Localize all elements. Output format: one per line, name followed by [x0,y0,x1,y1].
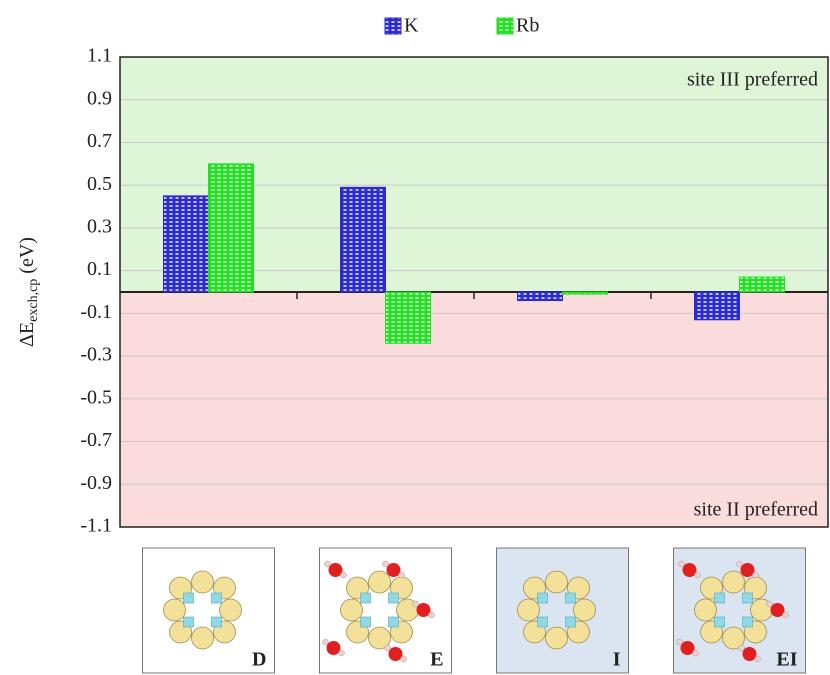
hydrogen [739,645,745,651]
hydrogen [341,572,347,578]
panel-box [497,548,629,673]
hydrogen [401,656,407,662]
bar [563,292,608,294]
hydrogen [753,572,759,578]
ring [389,593,399,603]
ring [389,617,399,627]
hydrogen [323,639,329,645]
cage [546,571,568,593]
y-tick-label: 0.3 [87,216,112,238]
annotation: site II preferred [694,499,818,521]
y-tick-label: -0.3 [80,344,112,366]
y-label-sub: exch,cp [26,279,41,322]
ring [566,593,576,603]
y-label-unit: (eV) [16,237,38,274]
y-tick-label: -1.1 [80,515,112,537]
ring [743,617,753,627]
bar [341,187,386,292]
hydrogen [693,650,699,656]
hydrogen [677,639,683,645]
bar [740,277,785,292]
legend-swatch [497,18,513,34]
cage [546,627,568,649]
y-axis-label: ΔEexch,cp (eV) [16,237,42,347]
ring [184,617,194,627]
chart: ΔEexch,cp (eV) -1.1 -0.9 -0.7 -0.5 -0.3 -0.1 0.… [0,0,830,675]
cage [192,571,214,593]
y-tick-label: -0.9 [80,472,112,494]
ring [184,593,194,603]
ring [566,617,576,627]
ring [743,593,753,603]
hydrogen [385,645,391,651]
hydrogen [755,656,761,662]
ring [538,617,548,627]
structure-panel: D [143,548,275,673]
y-tick-label: -0.1 [80,301,112,323]
ring [212,617,222,627]
bar [518,292,563,301]
x-tick-label: EI [776,649,797,671]
hydrogen [783,612,789,618]
hydrogen [429,612,435,618]
cage [518,599,540,621]
ring [715,593,725,603]
ring [212,593,222,603]
hydrogen [695,572,701,578]
cage [369,571,391,593]
region-lower [120,292,828,527]
cage [723,571,745,593]
cage [192,627,214,649]
cage [220,599,242,621]
x-tick-label: E [430,649,443,671]
structure-panel: E [320,548,452,673]
cage [164,599,186,621]
annotation: site III preferred [687,69,818,91]
cage [695,599,717,621]
y-tick-label: -0.5 [80,386,112,408]
y-tick-label: 1.1 [87,45,112,67]
ring [538,593,548,603]
legend-label: K [404,15,419,37]
structure-panel: I [497,548,629,673]
y-tick-label: 0.1 [87,258,112,280]
hydrogen [325,561,331,567]
hydrogen [339,650,345,656]
x-tick-label: I [613,649,621,671]
cage [574,599,596,621]
structure-panel: EI [674,548,806,673]
hydrogen [767,601,773,607]
bar [209,164,254,292]
legend-swatch [385,18,401,34]
ring [361,593,371,603]
y-tick-label: 0.7 [87,130,112,152]
y-tick-label: 0.5 [87,173,112,195]
bar [164,196,209,292]
bar [695,292,740,320]
bar [386,292,431,343]
x-tick-label: D [252,649,266,671]
cage [341,599,363,621]
y-tick-label: -0.7 [80,429,112,451]
y-tick-label: 0.9 [87,87,112,109]
hydrogen [383,561,389,567]
y-label-main: ΔE [16,322,38,347]
hydrogen [413,601,419,607]
hydrogen [679,561,685,567]
hydrogen [399,572,405,578]
legend-label: Rb [516,15,539,37]
hydrogen [737,561,743,567]
ring [361,617,371,627]
ring [715,617,725,627]
